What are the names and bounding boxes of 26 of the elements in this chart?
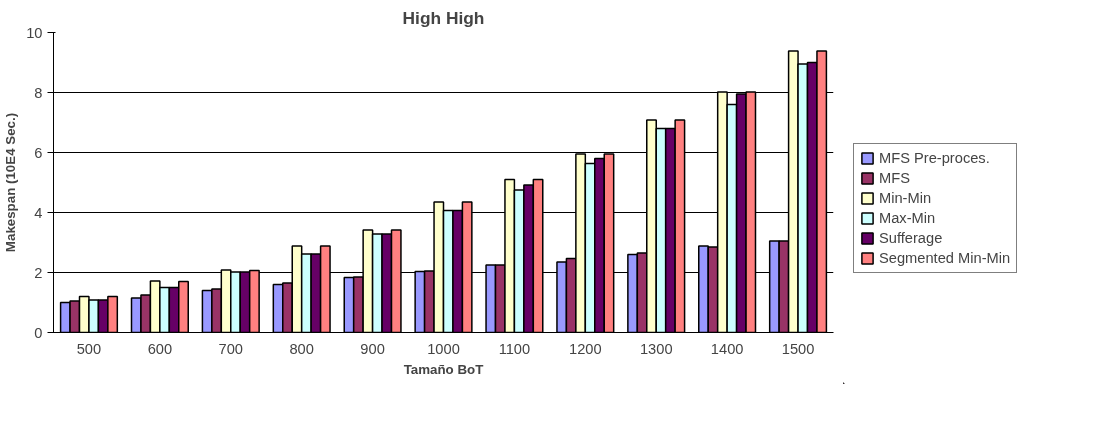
y-tick-label: 2	[34, 264, 43, 281]
legend-label: MFS Pre-proces.	[879, 149, 991, 166]
y-axis-title: Makespan (10E4 Sec.)	[3, 112, 19, 253]
x-tick-label: 500	[76, 340, 102, 357]
legend-label: Min-Min	[879, 189, 933, 206]
y-tick-label: 10	[26, 24, 43, 41]
x-tick-label: 1000	[427, 340, 460, 357]
x-tick-label: 1100	[498, 340, 531, 357]
y-tick-label: 4	[34, 204, 43, 221]
x-axis-title: Tamaño BoT	[403, 361, 484, 377]
x-tick-label: 600	[147, 340, 173, 357]
x-tick-label: 900	[360, 340, 385, 357]
legend-label: MFS	[879, 169, 911, 186]
legend-label: Max-Min	[879, 209, 937, 226]
legend-label: Segmented Min-Min	[879, 249, 1011, 266]
legend-label: Sufferage	[879, 229, 944, 246]
x-tick-label: 1200	[569, 340, 602, 357]
chart-title: High High	[402, 7, 485, 28]
x-tick-label: 1300	[639, 340, 673, 357]
y-tick-label: 8	[34, 84, 43, 101]
y-tick-label: 0	[34, 324, 43, 341]
x-tick-label: 1400	[710, 340, 744, 357]
y-tick-label: 6	[34, 144, 43, 161]
x-tick-label: 800	[289, 340, 314, 357]
x-tick-label: 700	[218, 340, 244, 357]
x-tick-label: 1500	[781, 340, 815, 357]
